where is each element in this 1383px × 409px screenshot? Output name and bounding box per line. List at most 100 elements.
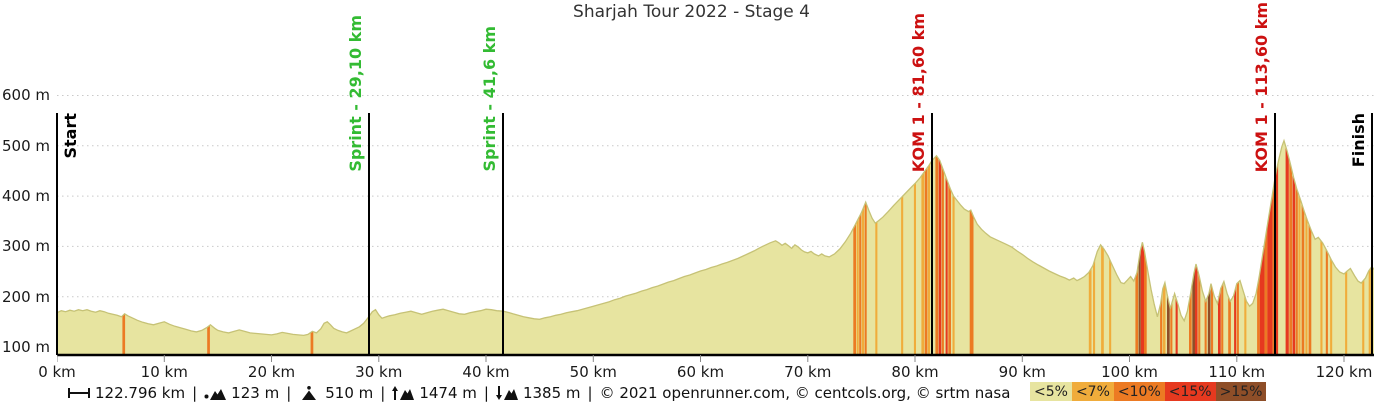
x-axis-label: 60 km: [676, 363, 725, 381]
gradient-legend-cell: <5%: [1030, 382, 1072, 401]
descent-value: 1385 m: [522, 384, 581, 402]
gradient-stripe: [1362, 140, 1365, 355]
gradient-stripe: [856, 140, 859, 355]
gradient-stripe: [1298, 140, 1301, 355]
kom-marker-label: KOM 1 - 113,60 km: [1252, 1, 1272, 172]
gradient-stripe: [1345, 140, 1348, 355]
gradient-stripe: [853, 140, 856, 355]
gradient-stripe: [945, 140, 948, 355]
y-axis-label: 300 m: [1, 237, 50, 256]
gradient-stripe: [1093, 140, 1096, 355]
gradient-stripe: [1236, 140, 1239, 355]
x-axis-label: 10 km: [140, 363, 188, 381]
x-axis-label: 50 km: [569, 363, 617, 381]
separator: |: [587, 384, 593, 402]
gradient-legend-cell: <7%: [1071, 382, 1114, 401]
gradient-stripe: [924, 140, 928, 355]
gradient-stripe: [921, 140, 925, 355]
kom-marker-line: [931, 113, 934, 355]
gradient-stripe: [913, 140, 916, 355]
gradient-stripe: [948, 140, 951, 355]
sprint-marker-label: Sprint - 41,6 km: [480, 26, 500, 172]
elevation-chart: Start Sprint - 29,10 km Sprint - 41,6 km KO…: [38, 0, 1374, 381]
min-elevation-value: 123 m: [231, 384, 280, 402]
route-stats-bar: 122.796 km | 123 m | 510 m | 1474 m | 13…: [68, 381, 1010, 405]
sprint-marker-line: [368, 113, 371, 355]
separator: |: [286, 384, 292, 402]
gradient-stripe: [1211, 140, 1214, 355]
gradient-stripe: [207, 140, 210, 355]
gradient-stripe: [1301, 140, 1305, 355]
x-axis-label: 80 km: [891, 363, 939, 381]
start-marker-line: [56, 113, 58, 355]
x-axis-label: 30 km: [355, 363, 403, 381]
gradient-stripe: [1162, 140, 1166, 355]
gradient-stripe: [1221, 140, 1224, 355]
gradient-stripe: [901, 140, 904, 355]
max-elevation-stat: 510 m: [298, 384, 373, 402]
gradient-stripe: [310, 140, 314, 355]
x-axis-label: 120 km: [1315, 363, 1373, 381]
gradient-legend-cell: <10%: [1113, 382, 1165, 401]
gradient-stripe: [1194, 140, 1198, 355]
x-axis-label: 110 km: [1208, 363, 1266, 381]
gradient-stripe: [1320, 140, 1323, 355]
sprint-marker-label: Sprint - 29,10 km: [346, 15, 366, 172]
gradient-stripe: [1295, 140, 1298, 355]
gradient-stripe: [122, 140, 126, 355]
gradient-stripe: [1330, 140, 1333, 355]
sprint-marker-line: [502, 113, 505, 355]
gradient-stripe: [1192, 140, 1195, 355]
start-marker-label: Start: [61, 113, 80, 159]
gradient-stripe: [1289, 140, 1292, 355]
gradient-stripe: [875, 140, 878, 355]
gradient-stripe: [1135, 140, 1139, 355]
elevation-area: [57, 140, 1374, 355]
gradient-stripe: [1285, 140, 1289, 355]
y-axis: 600 m 500 m 400 m 300 m 200 m 100 m: [0, 0, 50, 360]
descent-icon: [495, 386, 518, 400]
gradient-stripe: [1207, 140, 1211, 355]
gradient-stripe: [1272, 140, 1275, 355]
x-axis-label: 20 km: [247, 363, 296, 381]
separator: |: [380, 384, 386, 402]
descent-stat: 1385 m: [495, 384, 581, 402]
kom-marker-line: [1274, 113, 1277, 355]
x-axis-label: 0 km: [38, 363, 76, 381]
page-title: Sharjah Tour 2022 - Stage 4: [573, 2, 810, 22]
gradient-stripe: [861, 140, 864, 355]
kom-marker-label: KOM 1 - 81,60 km: [909, 12, 929, 172]
max-elevation-value: 510 m: [325, 384, 374, 402]
gradient-stripe: [1234, 140, 1237, 355]
x-axis-label: 40 km: [462, 363, 510, 381]
min-elevation-stat: 123 m: [204, 384, 279, 402]
copyright-text: © 2021 openrunner.com, © centcols.org, ©…: [599, 384, 1011, 402]
gradient-stripe: [969, 140, 974, 355]
y-axis-label: 100 m: [1, 337, 50, 356]
gradient-stripe: [1308, 140, 1312, 355]
y-axis-label: 200 m: [1, 287, 50, 306]
min-elevation-icon: [204, 389, 227, 400]
x-axis-label: 100 km: [1101, 363, 1158, 381]
x-axis-label: 70 km: [784, 363, 832, 381]
gradient-stripe: [1325, 140, 1328, 355]
gradient-stripe: [935, 140, 939, 355]
y-axis-label: 400 m: [1, 187, 50, 206]
gradient-stripe: [1267, 140, 1273, 355]
gradient-stripe: [1101, 140, 1104, 355]
ascent-value: 1474 m: [419, 384, 477, 402]
gradient-stripe: [859, 140, 862, 355]
gradient-stripe: [864, 140, 867, 355]
x-axis-label: 90 km: [998, 363, 1046, 381]
gradient-stripe: [1275, 140, 1279, 355]
separator: |: [192, 384, 198, 402]
gradient-stripe: [1109, 140, 1112, 355]
gradient-stripe: [1292, 140, 1296, 355]
gradient-stripe: [1305, 140, 1308, 355]
gradient-stripe: [1198, 140, 1201, 355]
gradient-stripe: [952, 140, 955, 355]
gradient-stripe: [1144, 140, 1147, 355]
gradient-legend-cell: >15%: [1215, 382, 1267, 401]
distance-value: 122.796 km: [95, 384, 186, 402]
